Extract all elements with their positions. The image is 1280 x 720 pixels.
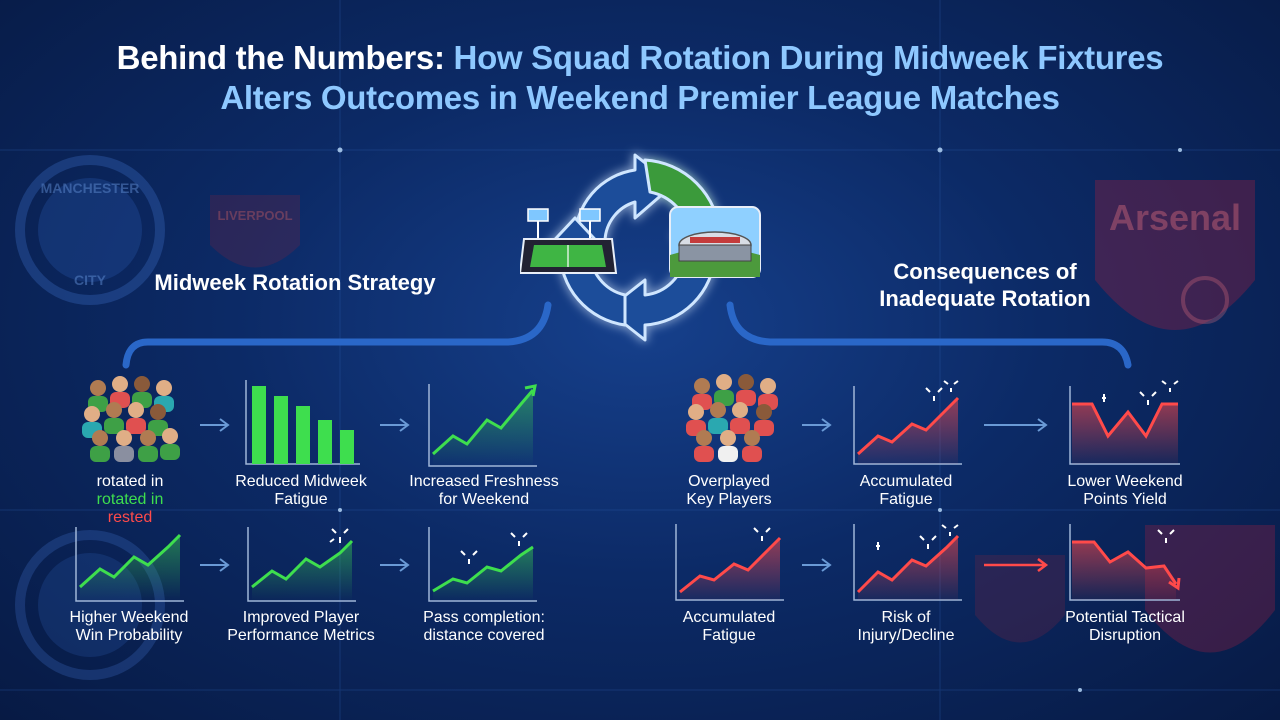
right-arrow-icon <box>380 418 410 432</box>
left-bracket-line <box>122 301 552 369</box>
caption-line: Key Players <box>686 491 772 508</box>
right-heading-line-2: Inadequate Rotation <box>879 286 1091 311</box>
caption-line: Injury/Decline <box>857 627 955 644</box>
title-line-2: Alters Outcomes in Weekend Premier Leagu… <box>220 79 1060 116</box>
svg-text:LIVERPOOL: LIVERPOOL <box>217 208 292 223</box>
caption-line: for Weekend <box>438 491 530 508</box>
caption-line: Fatigue <box>879 491 933 508</box>
sparkle-icon <box>1157 529 1175 543</box>
increased-freshness-caption: Increased Freshness for Weekend <box>384 473 584 509</box>
lower-points-line-chart <box>1069 380 1180 465</box>
red-right-arrow-icon <box>984 558 1049 572</box>
caption-line: Improved Player <box>242 609 360 626</box>
performance-metrics-caption: Improved Player Performance Metrics <box>201 609 401 645</box>
caption-line: Lower Weekend <box>1067 473 1183 490</box>
caption-line: Fatigue <box>702 627 756 644</box>
win-probability-line-chart <box>75 527 184 602</box>
performance-metrics-line-chart <box>247 527 356 602</box>
rotated-squad-group-icon <box>82 376 180 462</box>
caption-rotated-in-white: rotated in <box>96 473 164 490</box>
caption-line: Risk of <box>881 609 931 626</box>
svg-text:CITY: CITY <box>74 272 107 288</box>
title-line-1: Behind the Numbers: How Squad Rotation D… <box>0 38 1280 78</box>
page-title: Behind the Numbers: How Squad Rotation D… <box>0 38 1280 118</box>
caption-line: Potential Tactical <box>1065 609 1185 626</box>
tactical-disruption-line-chart <box>1069 524 1181 601</box>
accumulated-fatigue-line-chart-2 <box>675 524 784 601</box>
overplayed-players-caption: Overplayed Key Players <box>629 473 829 509</box>
caption-rotated-in-green: rotated in <box>96 491 164 508</box>
title-main: How Squad Rotation During Midweek Fixtur… <box>453 39 1164 76</box>
caption-rested-red: rested <box>107 509 153 526</box>
increased-freshness-line-chart <box>428 384 537 467</box>
sparkle-icon <box>753 527 771 541</box>
right-arrow-icon <box>200 418 230 432</box>
caption-line: Performance Metrics <box>227 627 375 644</box>
liverpool-badge-watermark-lower <box>975 555 1065 643</box>
accumulated-fatigue-line-chart <box>853 380 962 465</box>
sparkle-icon <box>329 528 349 543</box>
accumulated-fatigue-caption-2: Accumulated Fatigue <box>629 609 829 645</box>
injury-risk-caption: Risk of Injury/Decline <box>806 609 1006 645</box>
right-arrow-icon <box>984 418 1048 432</box>
sparkle-icon <box>1102 380 1179 405</box>
reduced-fatigue-bar-chart <box>245 380 360 465</box>
win-probability-caption: Higher Weekend Win Probability <box>29 609 229 645</box>
caption-line: Higher Weekend <box>69 609 189 626</box>
title-prefix: Behind the Numbers: <box>116 39 445 76</box>
pass-completion-caption: Pass completion: distance covered <box>384 609 584 645</box>
right-arrow-icon <box>802 558 832 572</box>
arsenal-badge-watermark: Arsenal <box>1095 180 1255 330</box>
caption-line: Pass completion: <box>423 609 545 626</box>
reduced-fatigue-caption: Reduced Midweek Fatigue <box>201 473 401 509</box>
right-bracket-line <box>726 301 1132 369</box>
svg-text:Arsenal: Arsenal <box>1109 197 1241 238</box>
svg-text:MANCHESTER: MANCHESTER <box>41 180 140 196</box>
pass-completion-line-chart <box>428 527 537 602</box>
caption-line: distance covered <box>423 627 545 644</box>
accumulated-fatigue-caption: Accumulated Fatigue <box>806 473 1006 509</box>
caption-line: Increased Freshness <box>409 473 559 490</box>
caption-line: Disruption <box>1088 627 1162 644</box>
right-section-heading: Consequences of Inadequate Rotation <box>830 258 1140 312</box>
caption-line: Accumulated <box>859 473 953 490</box>
caption-line: Points Yield <box>1083 491 1167 508</box>
lower-points-caption: Lower Weekend Points Yield <box>1025 473 1225 509</box>
rotated-rested-caption: rotated in rotated in rested <box>30 473 230 527</box>
left-section-heading: Midweek Rotation Strategy <box>154 270 436 295</box>
caption-line: Fatigue <box>274 491 328 508</box>
sparkle-icon <box>460 532 528 564</box>
stadium-night-icon <box>520 208 618 274</box>
overplayed-players-group-icon <box>686 374 778 462</box>
caption-line: Win Probability <box>75 627 183 644</box>
caption-line: Reduced Midweek <box>235 473 367 490</box>
arsenal-badge-watermark-lower <box>1145 525 1275 653</box>
right-heading-line-1: Consequences of <box>893 259 1077 284</box>
caption-line: Overplayed <box>688 473 770 490</box>
right-arrow-icon <box>200 558 230 572</box>
tactical-disruption-caption: Potential Tactical Disruption <box>1025 609 1225 645</box>
right-arrow-icon <box>380 558 410 572</box>
manchester-city-badge-watermark: MANCHESTER CITY <box>15 155 165 305</box>
liverpool-badge-watermark: LIVERPOOL <box>210 195 300 268</box>
injury-risk-line-chart <box>853 524 962 601</box>
caption-line: Accumulated <box>682 609 776 626</box>
sparkle-icon <box>925 380 959 401</box>
right-arrow-icon <box>802 418 832 432</box>
stadium-day-icon <box>669 206 761 278</box>
sparkle-icon <box>876 524 959 550</box>
